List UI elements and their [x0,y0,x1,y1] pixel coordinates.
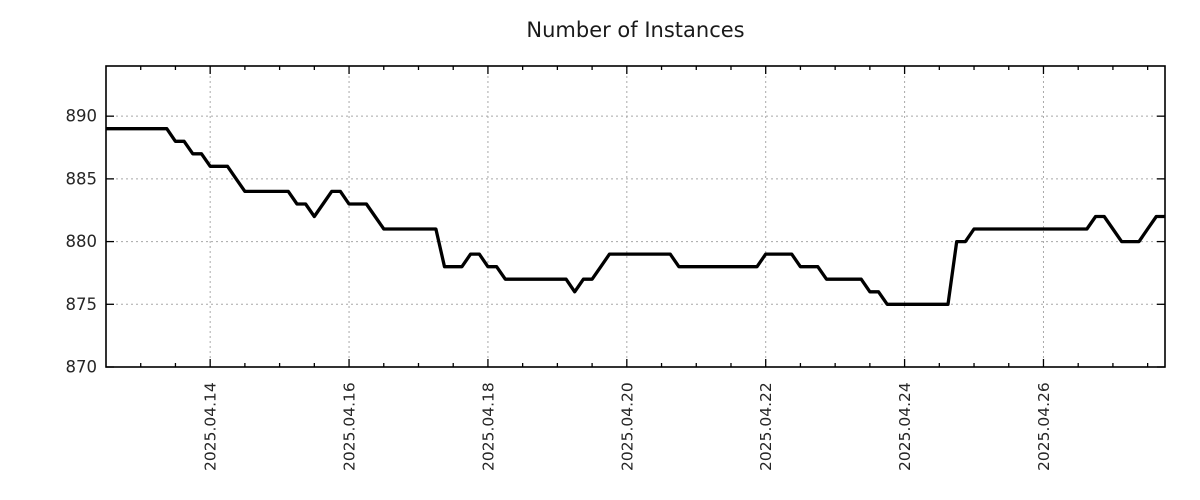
x-tick-label: 2025.04.24 [896,382,914,471]
x-tick-label: 2025.04.14 [202,382,220,471]
y-tick-label: 875 [66,295,98,314]
y-tick-label: 870 [66,358,98,377]
x-tick-label: 2025.04.22 [757,382,775,471]
x-tick-label: 2025.04.18 [479,382,497,471]
plot-border [105,65,1166,368]
chart-title: Number of Instances [526,18,744,42]
y-tick-label: 880 [66,232,98,251]
x-tick-label: 2025.04.16 [341,382,359,471]
x-tick-label: 2025.04.26 [1035,382,1053,471]
series-line-instances [106,127,1165,306]
y-tick-label: 885 [66,169,98,188]
x-tick-label: 2025.04.20 [618,382,636,471]
y-tick-label: 890 [66,107,98,126]
